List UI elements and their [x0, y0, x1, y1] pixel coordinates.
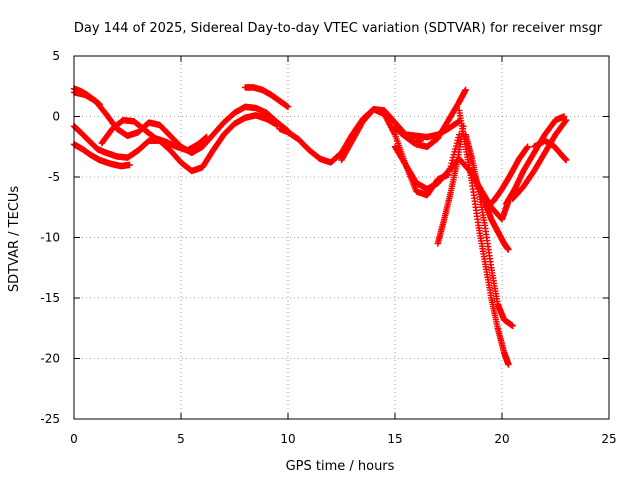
chart-title: Day 144 of 2025, Sidereal Day-to-day VTE… [74, 21, 603, 36]
x-axis-label: GPS time / hours [286, 459, 395, 474]
series-track-2 [70, 112, 281, 175]
y-tick-label: 5 [52, 49, 60, 63]
data-point [560, 113, 568, 120]
grid-lines [74, 56, 609, 419]
data-point [509, 322, 516, 330]
x-tick-label: 5 [177, 432, 185, 446]
series-track-19 [530, 137, 570, 164]
series-track-15 [468, 167, 512, 253]
series-track-3 [70, 141, 133, 170]
data-point [505, 246, 512, 253]
series-track-5 [98, 116, 210, 154]
axis-ticks: 0 5 10 15 20 25 5 0 -5 -10 -15 -20 -25 [40, 49, 616, 446]
x-tick-label: 0 [70, 432, 78, 446]
data-point [562, 117, 569, 125]
data-points [70, 84, 570, 368]
data-point [563, 156, 570, 164]
data-point [203, 133, 210, 141]
data-point [453, 140, 461, 147]
data-point [563, 116, 570, 124]
data-point [462, 86, 469, 94]
series-track-18 [509, 116, 570, 202]
data-point [284, 103, 292, 111]
data-point [454, 137, 461, 144]
y-tick-label: -15 [40, 291, 60, 305]
x-tick-label: 10 [280, 432, 295, 446]
y-tick-label: -25 [40, 412, 60, 426]
x-tick-label: 20 [494, 432, 509, 446]
data-point [126, 161, 133, 169]
data-point [524, 143, 531, 150]
data-point [96, 101, 103, 108]
series-track-16 [481, 143, 531, 211]
y-tick-label: -10 [40, 231, 60, 245]
data-point [274, 121, 281, 129]
y-axis-label: SDTVAR / TECUs [7, 186, 22, 293]
y-tick-label: 0 [52, 110, 60, 124]
x-tick-label: 25 [601, 432, 616, 446]
series-track-13 [456, 107, 512, 368]
series-track-11 [402, 118, 463, 141]
data-point [505, 361, 512, 368]
x-tick-label: 15 [387, 432, 402, 446]
series-track-6 [242, 84, 292, 111]
y-tick-label: -5 [48, 170, 60, 184]
y-tick-label: -20 [40, 352, 60, 366]
data-point [452, 142, 460, 150]
